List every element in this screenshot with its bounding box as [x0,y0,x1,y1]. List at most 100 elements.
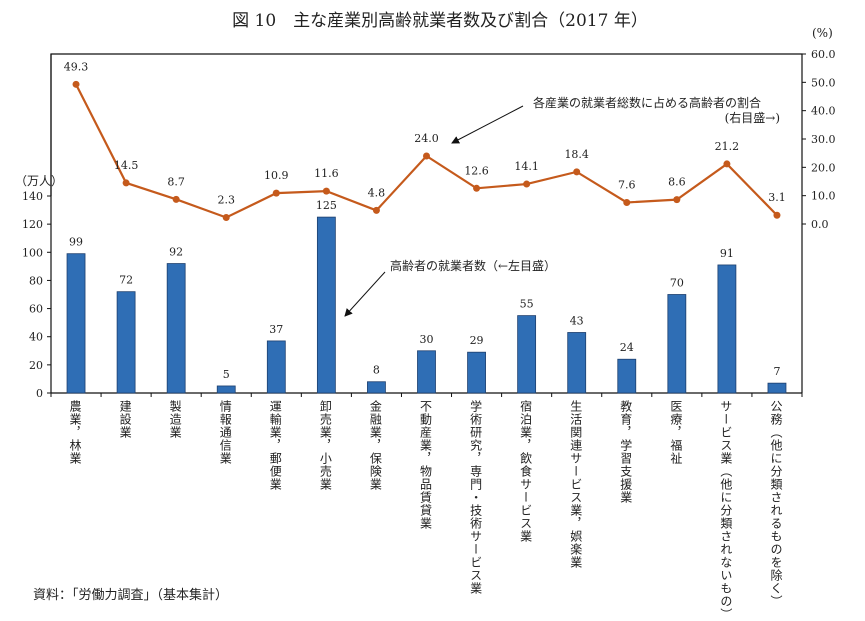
ratio-point [122,179,130,187]
left-tick-label: 120 [22,218,43,231]
ratio-point [673,196,681,204]
bar [717,264,737,394]
bar [367,381,386,394]
bar-value-label: 99 [69,236,83,249]
bar [567,332,587,394]
left-tick-label: 140 [22,190,43,203]
bar-value-label: 125 [316,199,337,212]
left-tick-label: 0 [36,387,43,400]
line-axis-note: (右目盛→) [725,110,780,125]
category-label: 運輸業，郵便業 [268,400,283,491]
bar-value-label: 29 [470,334,484,347]
right-tick-label: 60.0 [811,48,836,61]
bar [66,253,86,394]
bar-value-label: 55 [520,298,534,311]
ratio-point [723,160,731,168]
category-label: 不動産業，物品賃貸業 [418,400,433,530]
ratio-value-label: 8.7 [167,175,185,188]
ratio-value-label: 24.0 [414,132,439,145]
category-label: 建設業 [118,400,133,439]
left-tick-label: 60 [29,303,43,316]
category-label: 情報通信業 [218,400,233,465]
bar-value-label: 30 [420,333,434,346]
bar [767,382,787,394]
bar [166,263,186,394]
bar-value-label: 43 [570,314,584,327]
category-label: 生活関連サービス業，娯楽業 [568,400,583,569]
right-axis-unit: (%) [812,26,833,40]
category-label: 農業，林業 [68,400,83,465]
left-tick-label: 40 [29,331,43,344]
ratio-point [72,80,80,88]
category-label: 医療，福祉 [668,400,683,465]
category-label: 宿泊業，飲食サービス業 [518,400,533,543]
right-tick-label: 10.0 [811,190,836,203]
ratio-value-label: 14.1 [514,160,539,173]
bar-value-label: 5 [223,368,230,381]
ratio-point [322,187,330,195]
bar [266,340,286,394]
right-tick-label: 40.0 [811,105,836,118]
bar-annotation: 高齢者の就業者数（←左目盛） [390,258,556,273]
ratio-value-label: 10.9 [264,169,289,182]
category-label: 学術研究，専門・技術サービス業 [468,400,483,595]
ratio-value-label: 2.3 [217,193,235,206]
right-tick-label: 20.0 [811,161,836,174]
bar-value-label: 72 [119,274,133,287]
ratio-point [222,213,230,221]
bar [517,315,537,394]
line-annotation-arrow [451,105,524,144]
left-axis-unit: （万人） [15,174,63,188]
bar-value-label: 24 [620,341,634,354]
ratio-value-label: 14.5 [114,159,139,172]
right-tick-label: 50.0 [811,76,836,89]
ratio-value-label: 11.6 [314,167,339,180]
source-note: 資料：「労働力調査」（基本集計） [33,588,229,603]
ratio-value-label: 21.2 [715,140,740,153]
category-label: 卸売業，小売業 [318,400,333,491]
bar [667,294,687,394]
ratio-value-label: 4.8 [368,186,386,199]
ratio-point [623,198,631,206]
bar-value-label: 7 [773,365,780,378]
ratio-point [272,189,280,197]
category-label: 公務（他に分類されるものを除く） [768,400,783,608]
bar [617,358,637,394]
bar-value-label: 37 [269,323,283,336]
bar-value-label: 8 [373,364,380,377]
line-annotation: 各産業の就業者総数に占める高齢者の割合 [533,95,761,110]
left-tick-label: 80 [29,274,43,287]
ratio-value-label: 18.4 [564,148,589,161]
left-tick-label: 100 [22,246,43,259]
ratio-point [172,195,180,203]
bar-annotation-arrow [344,271,386,317]
category-label: サービス業（他に分類されないもの） [718,400,733,621]
right-tick-label: 0.0 [811,218,829,231]
ratio-point [473,184,481,192]
ratio-point [372,206,380,214]
ratio-value-label: 7.6 [618,178,636,191]
bar [316,216,336,394]
ratio-point [773,211,781,219]
ratio-value-label: 49.3 [64,60,89,73]
bar [116,291,136,394]
ratio-point [523,180,531,188]
category-label: 金融業，保険業 [368,400,383,491]
ratio-point [573,168,581,176]
left-tick-label: 20 [29,359,43,372]
bar [417,350,436,394]
bar [216,385,236,394]
right-tick-label: 30.0 [811,133,836,146]
bar [467,351,486,394]
ratio-point [423,152,430,160]
category-label: 製造業 [168,400,183,439]
ratio-value-label: 3.1 [768,191,786,204]
bar-value-label: 92 [169,246,183,259]
ratio-value-label: 8.6 [668,176,686,189]
ratio-value-label: 12.6 [464,164,489,177]
category-label: 教育，学習支援業 [618,400,633,504]
bar-value-label: 91 [720,247,734,260]
chart-title: 図 10 主な産業別高齢就業者数及び割合（2017 年） [232,11,648,31]
bar-value-label: 70 [670,277,684,290]
